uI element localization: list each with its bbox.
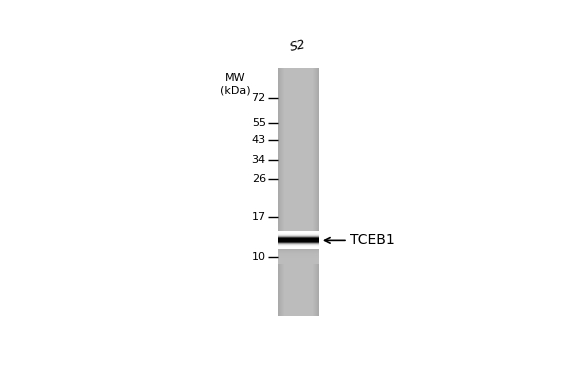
Text: TCEB1: TCEB1 bbox=[350, 233, 395, 247]
Text: 26: 26 bbox=[251, 174, 266, 184]
Text: 72: 72 bbox=[251, 93, 266, 103]
Text: 10: 10 bbox=[252, 252, 266, 262]
Text: 43: 43 bbox=[251, 135, 266, 145]
Text: 55: 55 bbox=[252, 118, 266, 128]
Text: MW
(kDa): MW (kDa) bbox=[220, 73, 250, 95]
Text: S2: S2 bbox=[289, 38, 307, 54]
Text: 17: 17 bbox=[251, 212, 266, 222]
Text: 34: 34 bbox=[251, 155, 266, 165]
